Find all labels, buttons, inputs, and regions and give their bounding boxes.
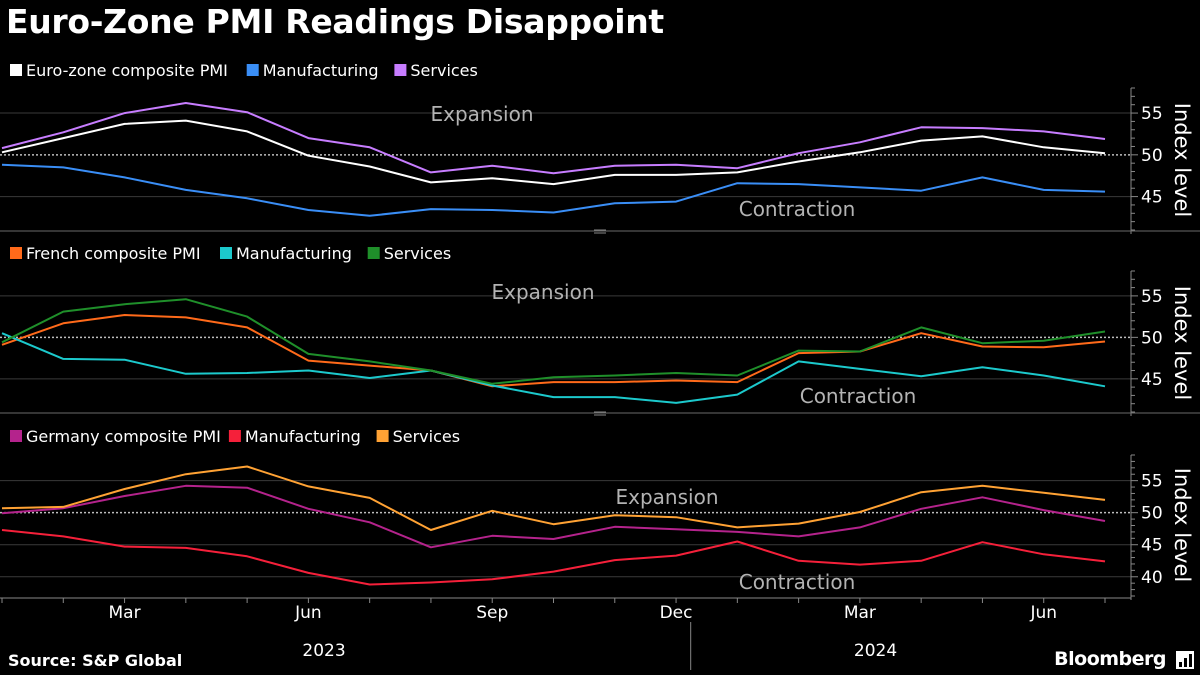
expansion-label: Expansion [492,280,595,304]
y-tick-label: 40 [1141,568,1163,588]
legend-swatch [246,64,259,76]
y-tick-label: 55 [1141,104,1163,124]
x-tick-label: Sep [476,603,508,623]
contraction-label: Contraction [800,384,917,408]
y-tick-label: 50 [1141,504,1163,524]
legend-swatch [394,64,407,76]
y-axis-label: Index level [1170,103,1194,217]
series-line-3-2 [1,529,1106,586]
legend-label: French composite PMI [26,244,201,263]
y-tick-label: 55 [1141,472,1163,492]
legend-swatch [10,247,22,259]
y-tick-label: 50 [1141,328,1163,348]
panel-3: 40 45 50 55 Index level Expansion Contraction G… [0,427,1194,600]
legend-label: Manufacturing [236,244,352,263]
y-axis-label: Index level [1170,286,1194,400]
x-tick-label: Dec [660,603,693,623]
legend-label: Manufacturing [245,427,361,446]
legend-label: Manufacturing [263,61,379,80]
expansion-label: Expansion [616,485,719,509]
y-tick-label: 55 [1141,287,1163,307]
legend-swatch [228,430,241,442]
y-tick-label: 50 [1141,146,1163,166]
brand-logo: Bloomberg [1054,648,1166,670]
legend-swatch [10,64,22,76]
x-year-label: 2023 [302,641,345,661]
x-tick-label: Jun [1029,603,1057,623]
series-line-3-1 [1,484,1106,549]
y-tick-label: 45 [1141,188,1163,208]
y-axis-label: Index level [1170,468,1194,582]
y-tick-label: 45 [1141,370,1163,390]
series-line-3-3 [1,465,1106,531]
legend-label: Services [393,427,460,446]
series-line-1-2 [1,163,1106,217]
panel-2: 45 50 55 Index level Expansion Contraction Fre… [0,244,1200,416]
contraction-label: Contraction [739,570,856,594]
legend-swatch [367,247,380,259]
bloomberg-terminal-icon [1176,651,1194,669]
series-line-2-2 [1,332,1106,404]
x-tick-label: Jun [294,603,322,623]
x-tick-label: Mar [844,603,876,623]
series-line-1-3 [1,102,1106,175]
legend-label: Services [410,61,477,80]
contraction-label: Contraction [739,197,856,221]
legend-swatch [220,247,232,259]
legend-label: Services [384,244,451,263]
legend-label: Euro-zone composite PMI [26,61,228,80]
series-line-1-1 [1,119,1106,186]
series-line-2-3 [1,298,1106,385]
legend-label: Germany composite PMI [26,427,221,446]
x-tick-label: Mar [109,603,141,623]
y-tick-label: 45 [1141,536,1163,556]
panel-1: 45 50 55 Index level Expansion Contraction Eur… [0,61,1200,234]
series-line-2-1 [1,314,1106,388]
expansion-label: Expansion [431,102,534,126]
chart-title: Euro-Zone PMI Readings Disappoint [6,2,664,41]
legend-swatch [10,430,22,442]
source-note: Source: S&P Global [8,651,183,670]
legend-swatch [376,430,389,442]
x-year-label: 2024 [854,641,897,661]
